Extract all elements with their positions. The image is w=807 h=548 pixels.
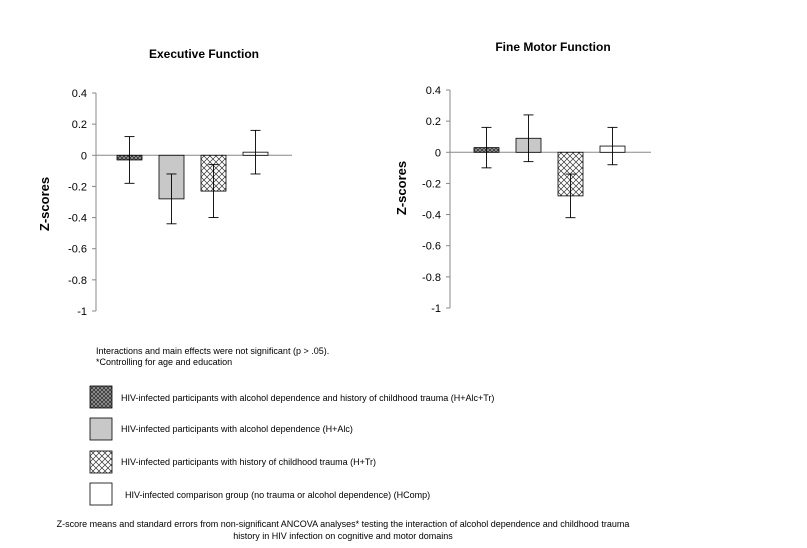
chart2-y-tick-label: -0.8 — [422, 272, 441, 284]
chart1-y-tick-label: -0.4 — [68, 213, 87, 225]
chart2-y-tick-label: 0 — [435, 147, 441, 159]
legend-label-hcomp: HIV-infected comparison group (no trauma… — [125, 490, 430, 500]
chart1-y-tick-label: -0.6 — [68, 244, 87, 256]
legend-label-h-tr: HIV-infected participants with history o… — [121, 457, 376, 467]
chart1-y-tick-label: 0 — [81, 150, 87, 162]
chart1-y-tick-label: 0.2 — [72, 119, 87, 131]
caption-line2: history in HIV infection on cognitive an… — [233, 531, 453, 541]
legend-swatch-h-tr — [89, 450, 113, 474]
chart1-y-tick-label: -0.2 — [68, 181, 87, 193]
legend-swatch-hcomp — [89, 482, 113, 506]
legend-label-h-alc-tr: HIV-infected participants with alcohol d… — [121, 393, 494, 403]
chart2-y-tick-label: -0.2 — [422, 178, 441, 190]
caption-line1: Z-score means and standard errors from n… — [57, 519, 630, 529]
chart2-y-tick-label: -0.6 — [422, 241, 441, 253]
chart1-ylabel: Z-scores — [37, 177, 52, 231]
note-controlling: *Controlling for age and education — [96, 357, 232, 367]
chart2-y-tick-label: -1 — [431, 303, 441, 315]
chart2-ylabel: Z-scores — [394, 161, 409, 215]
chart2-plot: 0.4 0.2 0 -0.2 -0.4 -0.6 -0.8 -1 — [422, 85, 651, 315]
legend-label-h-alc: HIV-infected participants with alcohol d… — [121, 424, 353, 434]
chart1-y-tick-label: -0.8 — [68, 275, 87, 287]
chart1-y-tick-label: -1 — [77, 306, 87, 318]
chart2-y-tick-label: 0.2 — [426, 116, 441, 128]
chart1-y-tick-label: 0.4 — [72, 88, 87, 100]
legend-swatch-h-alc-tr — [89, 385, 113, 409]
chart2-y-tick-label: 0.4 — [426, 85, 441, 97]
legend: HIV-infected participants with alcohol d… — [89, 385, 494, 506]
chart1-plot: 0.4 0.2 0 -0.2 -0.4 -0.6 -0.8 -1 — [68, 88, 292, 318]
note-significance: Interactions and main effects were not s… — [96, 346, 329, 356]
chart2-y-tick-label: -0.4 — [422, 210, 441, 222]
chart1-title: Executive Function — [149, 47, 259, 61]
legend-swatch-h-alc — [89, 417, 113, 441]
chart2-title: Fine Motor Function — [495, 40, 610, 54]
